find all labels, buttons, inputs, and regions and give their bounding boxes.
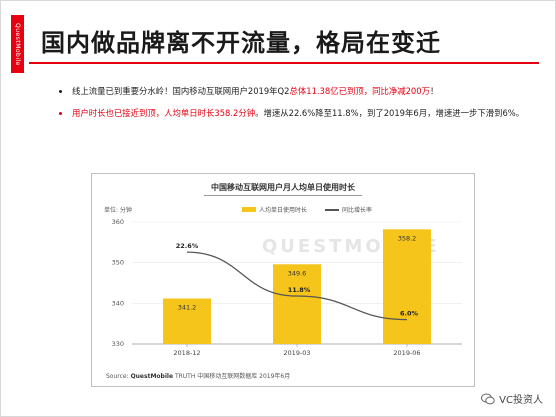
source-brand: QuestMobile — [130, 373, 174, 380]
bullet-segment: ！ — [429, 86, 439, 96]
chart-unit-label: 单位: 分钟 — [104, 207, 132, 214]
growth-value-label: 6.0% — [400, 310, 419, 318]
bar-value-label: 341.2 — [178, 303, 197, 311]
usage-chart: 中国移动互联网用户月人均单日使用时长 单位: 分钟 人均单日使用时长 同比增长率… — [91, 173, 475, 387]
bar-value-label: 349.6 — [288, 269, 307, 277]
side-label-text: QuestMobile — [14, 22, 21, 66]
y-tick-label: 340 — [112, 299, 124, 307]
x-tick-label: 2018-12 — [173, 349, 200, 357]
legend-item-line: 同比增长率 — [325, 205, 372, 214]
x-tick-label: 2019-06 — [393, 349, 420, 357]
bullet-dot — [59, 90, 62, 93]
bullet-list: 线上流量已到重要分水岭！国内移动互联网用户2019年Q2总体11.38亿已到顶，… — [59, 84, 529, 128]
chart-source: Source: QuestMobile TRUTH 中国移动互联网数据库 201… — [106, 371, 290, 380]
source-text: TRUTH 中国移动互联网数据库 2019年6月 — [174, 373, 291, 380]
y-tick-label: 350 — [112, 259, 124, 267]
bullet-dot — [59, 112, 62, 115]
bullet-segment: 。增速从22.6%降至11.8%，到了2019年6月，增速进一步下滑到6%。 — [255, 108, 525, 118]
bar — [163, 298, 211, 344]
chart-title: 中国移动互联网用户月人均单日使用时长 — [211, 183, 355, 192]
bullet-highlight: 总体11.38亿已到顶，同比净减200万 — [289, 86, 430, 96]
legend-item-bar: 人均单日使用时长 — [242, 205, 307, 214]
growth-value-label: 22.6% — [176, 242, 199, 250]
bar — [273, 264, 321, 344]
page-title: 国内做品牌离不开流量，格局在变迁 — [41, 29, 441, 57]
wechat-icon — [481, 393, 495, 405]
legend-bar-label: 人均单日使用时长 — [259, 207, 308, 214]
footer-brand-label: VC投资人 — [499, 395, 543, 406]
bullet-text-2: 用户时长也已接近到顶，人均单日时长358.2分钟。增速从22.6%降至11.8%… — [72, 108, 524, 118]
bullet-segment: 线上流量已到重要分水岭！国内移动互联网用户2019年Q2 — [72, 86, 290, 96]
bullet-highlight: 用户时长也已接近到顶，人均单日时长358.2分钟 — [72, 108, 256, 118]
chart-title-divider — [204, 195, 362, 196]
footer-brand: VC投资人 — [481, 391, 543, 406]
bullet-item-2: 用户时长也已接近到顶，人均单日时长358.2分钟。增速从22.6%降至11.8%… — [59, 106, 529, 121]
legend-line-label: 同比增长率 — [342, 207, 373, 214]
growth-value-label: 11.8% — [288, 286, 311, 294]
bullet-item-1: 线上流量已到重要分水岭！国内移动互联网用户2019年Q2总体11.38亿已到顶，… — [59, 84, 529, 99]
side-label-bar: QuestMobile — [11, 15, 24, 73]
x-tick-label: 2019-03 — [283, 349, 310, 357]
chart-legend: 人均单日使用时长 同比增长率 — [242, 205, 372, 214]
title-divider — [29, 62, 539, 64]
bar-value-label: 358.2 — [398, 234, 417, 242]
y-tick-label: 360 — [112, 218, 124, 226]
growth-line — [186, 251, 408, 321]
chart-plot: 330 340 350 360 341.2 349.6 358.2 2018-12 2019-0… — [112, 218, 462, 357]
bullet-text-1: 线上流量已到重要分水岭！国内移动互联网用户2019年Q2总体11.38亿已到顶，… — [72, 86, 438, 96]
legend-bar-swatch — [242, 207, 256, 212]
bar — [383, 229, 431, 344]
y-tick-label: 330 — [112, 340, 124, 348]
legend-line-swatch — [325, 208, 340, 211]
source-prefix: Source: — [106, 373, 129, 380]
